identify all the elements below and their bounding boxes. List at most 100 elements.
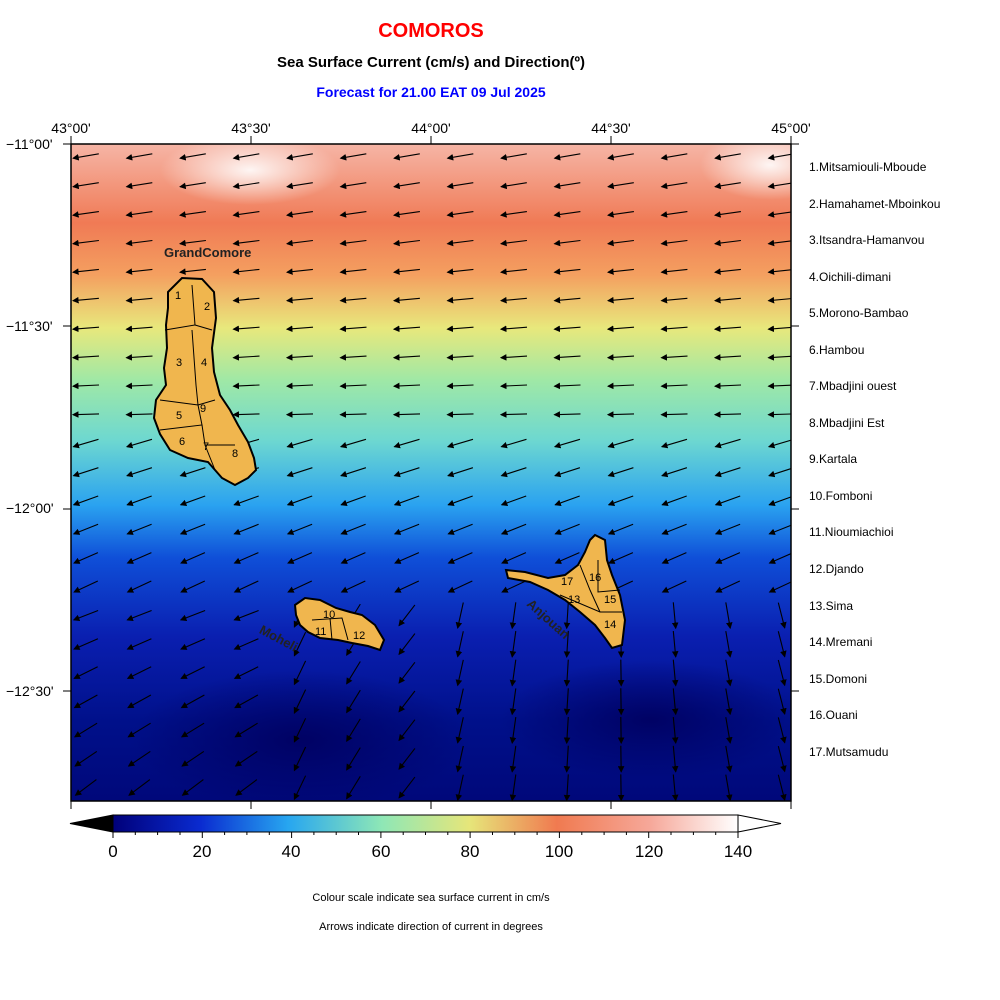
lon-tick-label: 43°30' [231, 120, 271, 136]
current-arrow [553, 239, 581, 247]
current-arrow [554, 495, 580, 507]
current-arrow [563, 630, 571, 658]
current-arrow [293, 718, 307, 743]
current-arrow [767, 153, 791, 161]
region-number: 11 [315, 626, 327, 638]
colorbar-max-triangle [737, 814, 782, 833]
current-arrow [671, 774, 679, 801]
current-arrow [286, 268, 313, 275]
current-arrow [725, 631, 733, 658]
current-arrow [446, 211, 474, 218]
current-arrow [285, 354, 314, 361]
lon-tick-label: 45°00' [771, 120, 811, 136]
current-arrow [346, 661, 361, 685]
current-arrow [767, 239, 791, 247]
current-arrow [447, 523, 473, 535]
legend-item: 16.Ouani [809, 708, 858, 722]
current-arrow [126, 666, 152, 679]
current-arrow [72, 153, 99, 161]
current-arrow [126, 467, 153, 478]
current-arrow [340, 523, 366, 535]
current-arrow [607, 211, 634, 218]
current-arrow [73, 694, 98, 709]
current-arrow [398, 748, 416, 770]
current-arrow [392, 411, 421, 418]
current-arrow [72, 523, 99, 535]
current-arrow [398, 719, 416, 742]
current-arrow [501, 552, 527, 564]
current-arrow [553, 182, 581, 190]
scale-note: Colour scale indicate sea surface curren… [312, 892, 550, 904]
current-arrow [125, 296, 153, 304]
current-arrow [715, 552, 741, 564]
legend-item: 5.Morono-Bambao [809, 306, 909, 320]
current-arrow [446, 153, 474, 161]
colorbar-label: 80 [460, 842, 480, 861]
current-arrow [232, 211, 260, 218]
current-arrow [393, 438, 420, 449]
current-arrow [393, 523, 420, 535]
legend-item: 9.Kartala [809, 452, 858, 466]
current-arrow [725, 602, 733, 630]
current-arrow [74, 779, 97, 796]
current-arrow [455, 659, 464, 687]
current-arrow [393, 268, 420, 275]
current-arrow [501, 580, 527, 593]
current-arrow [777, 774, 787, 801]
current-arrow [286, 239, 313, 247]
current-arrow [777, 659, 787, 687]
current-arrow [126, 580, 152, 593]
current-arrow [125, 325, 153, 333]
current-arrow [393, 153, 420, 161]
current-arrow [607, 182, 634, 190]
region-number: 15 [604, 594, 617, 606]
lat-tick-label: −11°30' [6, 318, 53, 334]
current-arrow [125, 182, 153, 190]
colorbar-label: 140 [723, 842, 753, 861]
current-arrow [394, 580, 420, 593]
current-arrow [180, 694, 205, 709]
current-arrow [725, 688, 733, 716]
legend-item: 17.Mutsamudu [809, 745, 889, 759]
current-arrow [72, 268, 99, 275]
current-arrow [714, 268, 741, 275]
current-arrow [286, 495, 313, 507]
current-arrow [553, 268, 581, 275]
current-arrow [179, 609, 206, 621]
current-arrow [500, 211, 527, 218]
region-number: 7 [203, 441, 210, 453]
current-arrow [768, 581, 791, 593]
current-arrow [607, 495, 634, 507]
legend-item: 2.Hamahamet-Mboinkou [809, 197, 941, 211]
current-arrow [606, 354, 635, 361]
current-arrow [713, 382, 742, 390]
current-arrow [768, 524, 791, 535]
current-arrow [767, 325, 791, 333]
current-arrow [714, 438, 741, 449]
current-arrow [660, 182, 688, 190]
current-arrow [563, 774, 571, 801]
current-arrow [607, 438, 634, 449]
current-arrow [73, 638, 99, 650]
current-arrow [339, 325, 367, 333]
current-arrow [509, 602, 517, 630]
current-arrow [232, 354, 260, 361]
current-arrow [563, 745, 571, 773]
lat-tick-label: −12°30' [6, 683, 54, 699]
colorbar-label: 60 [371, 842, 391, 861]
moheli-island [293, 596, 386, 652]
current-arrow [446, 382, 474, 390]
current-arrow [714, 296, 741, 304]
current-arrow [398, 776, 416, 799]
current-arrow [661, 552, 687, 564]
current-arrow [554, 523, 580, 535]
region-number: 10 [323, 609, 336, 621]
current-arrow [127, 722, 151, 738]
current-arrow [286, 467, 313, 478]
current-arrow [232, 382, 260, 390]
arrow-note: Arrows indicate direction of current in … [319, 921, 543, 933]
current-arrow [340, 467, 367, 478]
region-number: 2 [204, 301, 211, 313]
current-arrow [125, 153, 153, 161]
